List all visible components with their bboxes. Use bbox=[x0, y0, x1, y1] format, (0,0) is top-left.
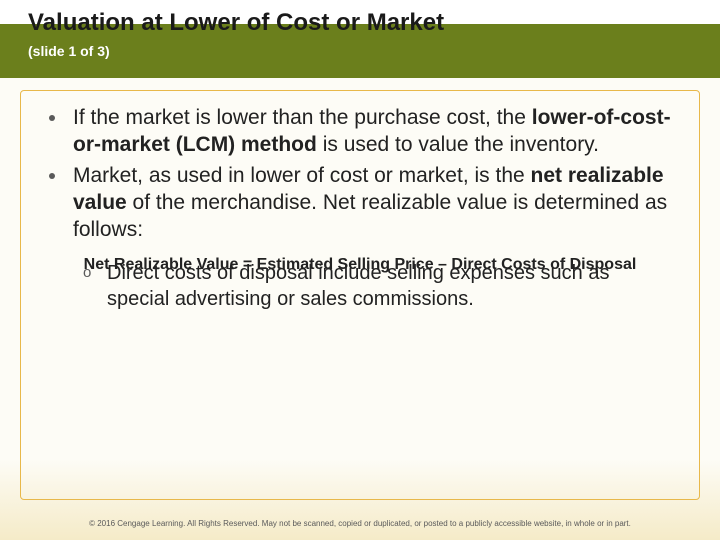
slide-container: Valuation at Lower of Cost or Market (sl… bbox=[0, 0, 720, 540]
bullet-dot-icon bbox=[49, 115, 55, 121]
bullet-text-suffix: is used to value the inventory. bbox=[323, 133, 599, 156]
bullet-text-suffix: of the merchandise. Net realizable value… bbox=[73, 191, 667, 241]
copyright-footer: © 2016 Cengage Learning. All Rights Rese… bbox=[0, 519, 720, 528]
sub-bullet-text: Direct costs of disposal include selling… bbox=[107, 262, 609, 310]
sub-bullet-list: o Direct costs of disposal include selli… bbox=[45, 261, 675, 312]
bullet-item: If the market is lower than the purchase… bbox=[45, 105, 675, 159]
bullet-item: Market, as used in lower of cost or mark… bbox=[45, 163, 675, 244]
content-box: If the market is lower than the purchase… bbox=[20, 90, 700, 500]
bullet-text-prefix: Market, as used in lower of cost or mark… bbox=[73, 164, 531, 187]
sub-bullet-item: o Direct costs of disposal include selli… bbox=[45, 261, 675, 312]
bullet-list: If the market is lower than the purchase… bbox=[45, 105, 675, 243]
bullet-dot-icon bbox=[49, 173, 55, 179]
sub-bullet-dot-icon: o bbox=[83, 263, 91, 282]
slide-header: Valuation at Lower of Cost or Market (sl… bbox=[0, 0, 720, 78]
slide-title: Valuation at Lower of Cost or Market bbox=[28, 10, 692, 36]
slide-subtitle: (slide 1 of 3) bbox=[28, 43, 692, 59]
bullet-text-prefix: If the market is lower than the purchase… bbox=[73, 106, 532, 129]
